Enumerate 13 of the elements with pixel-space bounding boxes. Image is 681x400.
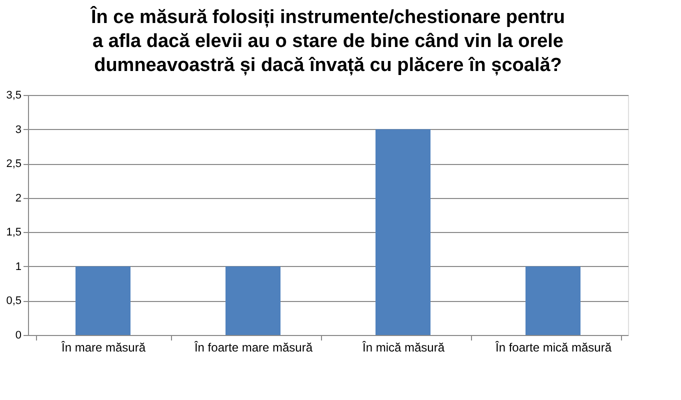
x-tick-label: În mică măsură xyxy=(361,340,445,354)
chart-title: În ce măsură folosiți instrumente/chestionare pentru a afla dacă elevii au o stare de bine când vin la orele dumneavoastră și dacă învață cu plăcere în școală? xyxy=(90,5,566,76)
x-tick-label: În mare măsură xyxy=(60,340,146,354)
y-tick-label: 0 xyxy=(15,330,22,342)
y-tick-label: 2,5 xyxy=(6,158,22,170)
y-tick-label: 3,5 xyxy=(6,90,22,102)
y-tick-label: 1 xyxy=(15,260,22,273)
y-tick-label: 2 xyxy=(15,192,22,204)
y-tick-label: 1,5 xyxy=(6,226,22,239)
y-tick-label: 3 xyxy=(15,124,22,136)
x-tick-label: În foarte mică măsură xyxy=(494,340,612,354)
x-tick-label: În foarte mare măsură xyxy=(193,340,313,354)
y-tick-label: 0,5 xyxy=(6,295,22,308)
